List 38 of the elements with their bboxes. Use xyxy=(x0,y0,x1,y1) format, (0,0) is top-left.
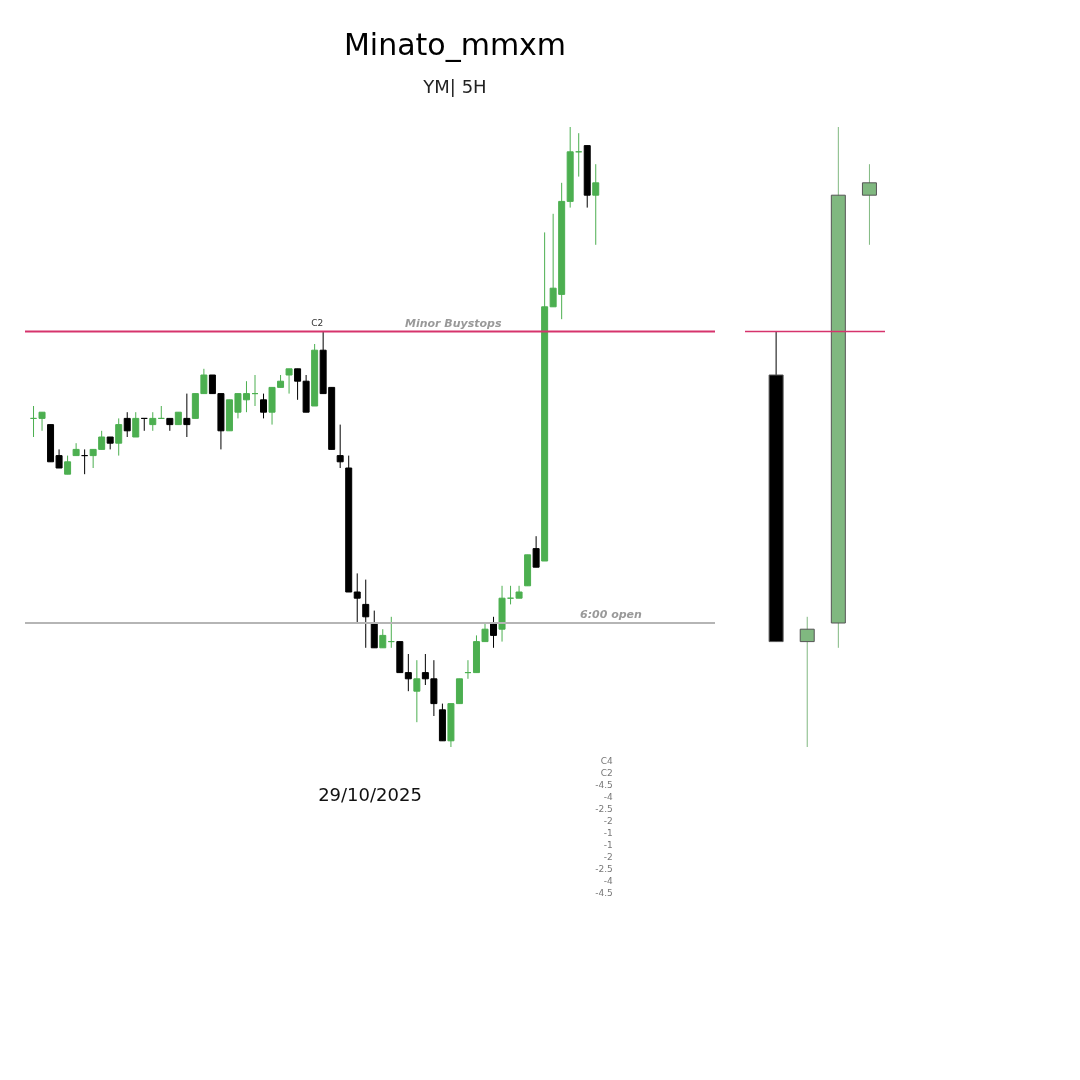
candlestick xyxy=(183,393,191,438)
text: -4 xyxy=(603,792,614,802)
candlestick xyxy=(490,616,498,649)
text: -4 xyxy=(603,876,614,886)
chart-title: Minato_mmxm xyxy=(343,26,567,62)
candlestick xyxy=(592,163,600,246)
text: -2.5 xyxy=(595,864,613,874)
candlestick xyxy=(123,411,131,438)
ref-line-label: Minor Buystops xyxy=(405,316,502,330)
candlestick xyxy=(260,393,268,419)
candlestick xyxy=(861,163,877,246)
candlestick xyxy=(115,417,123,457)
candlestick xyxy=(64,455,72,475)
text: -2.5 xyxy=(595,804,613,814)
candlestick xyxy=(353,572,361,624)
candlestick xyxy=(149,411,157,432)
x-axis-title: 29/10/2025 xyxy=(318,784,422,805)
chart-subtitle: YM| 5H xyxy=(422,75,487,97)
candlestick xyxy=(362,579,370,649)
candlestick xyxy=(532,535,540,568)
candlestick xyxy=(132,411,140,438)
text: -4.5 xyxy=(595,780,613,790)
text: -1 xyxy=(603,840,613,850)
candlestick xyxy=(285,368,293,395)
candlestick xyxy=(72,442,80,457)
candlestick xyxy=(404,653,412,692)
text: C4 xyxy=(600,756,614,766)
candlestick xyxy=(379,628,387,649)
ref-line-label: 6:00 open xyxy=(580,608,643,621)
candlestick xyxy=(336,424,344,469)
text: C2 xyxy=(600,768,613,778)
text: -1 xyxy=(603,828,613,838)
annotation: C2 xyxy=(311,317,324,328)
text: -2 xyxy=(603,816,613,826)
text: -4.5 xyxy=(595,888,613,898)
text: -2 xyxy=(603,852,613,862)
candlestick xyxy=(413,659,421,723)
candlestick xyxy=(799,616,815,748)
